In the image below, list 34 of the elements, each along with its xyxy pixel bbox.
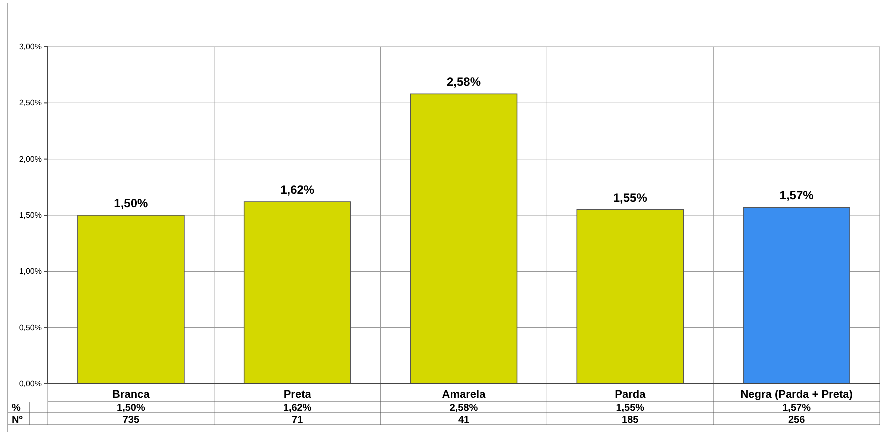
bar — [410, 94, 518, 384]
data-label: 1,55% — [616, 403, 645, 414]
y-tick-label: 0,50% — [19, 323, 42, 332]
x-tick-label: Branca — [112, 389, 151, 401]
bar — [743, 207, 850, 384]
text: 1,55% — [613, 190, 648, 205]
x-tick-label: Negra (Parda + Preta) — [740, 389, 854, 401]
text: 1,62% — [280, 183, 315, 198]
bar — [78, 215, 185, 384]
y-tick-label: 2,50% — [19, 98, 42, 108]
data-label: 2,58% — [450, 403, 478, 414]
x-tick-label: Amarela — [442, 389, 487, 401]
y-tick-label: 1,00% — [19, 267, 42, 276]
text: 256 — [788, 415, 806, 426]
text: % — [12, 403, 21, 414]
y-tick-label: 3,00% — [19, 42, 42, 52]
text: 71 — [292, 415, 304, 426]
bar — [244, 202, 352, 384]
text: 1,50% — [114, 196, 148, 210]
data-label: 1,57% — [782, 403, 812, 414]
y-tick-label: 1,50% — [19, 211, 42, 220]
text: 735 — [122, 415, 140, 426]
y-tick-label: 0,00% — [19, 380, 42, 389]
data-label: 1,62% — [283, 403, 312, 414]
text: 41 — [458, 415, 470, 426]
text: 1,57% — [780, 188, 814, 203]
x-tick-label: Preta — [284, 389, 312, 401]
y-tick-label: 2,00% — [19, 154, 42, 164]
bar — [576, 209, 684, 384]
text: 185 — [622, 415, 640, 426]
data-label: 1,50% — [117, 403, 146, 414]
text: 2,58% — [446, 75, 482, 90]
x-tick-label: Parda — [615, 389, 647, 401]
text: Nº — [12, 415, 24, 426]
